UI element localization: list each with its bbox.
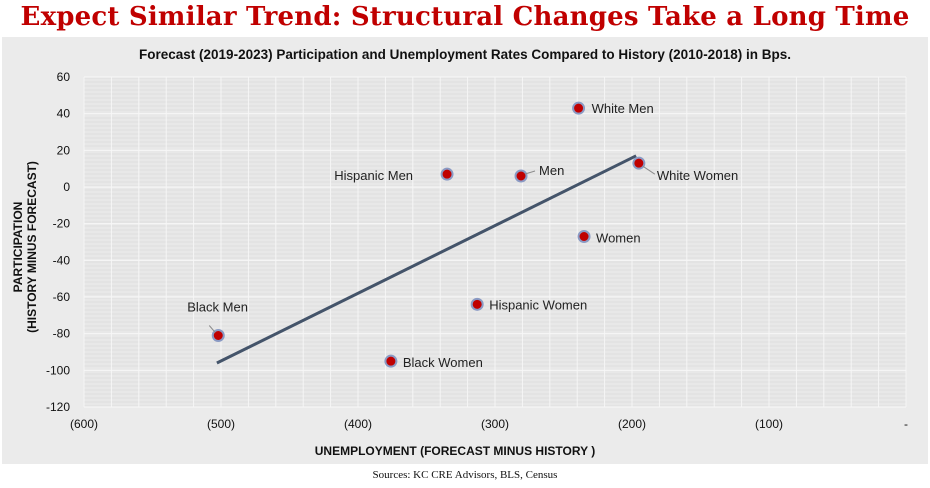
x-tick-label: (400) <box>344 417 372 431</box>
y-axis-label-line1: PARTICIPATION <box>11 202 25 293</box>
point-marker <box>211 329 225 342</box>
y-tick-label: -60 <box>53 290 71 304</box>
trendline <box>216 154 637 365</box>
point-marker <box>514 169 528 183</box>
point-marker <box>440 167 454 181</box>
point-label: White Women <box>657 168 738 183</box>
y-tick-label: -80 <box>53 327 71 341</box>
point-marker <box>470 297 484 311</box>
point-label: Black Women <box>403 355 483 370</box>
y-axis-ticks: -120 -100 -80 -60 -40 -20 0 20 40 60 <box>46 70 70 414</box>
label-leader <box>524 170 536 175</box>
sources-note: Sources: KC CRE Advisors, BLS, Census <box>372 469 558 481</box>
x-tick-label: (500) <box>207 417 235 431</box>
label-leader <box>642 165 656 175</box>
x-axis-label: UNEMPLOYMENT (FORECAST MINUS HISTORY ) <box>315 444 595 458</box>
x-tick-label: (200) <box>618 417 646 431</box>
data-points: White Men Hispanic Men Men White Women Women… <box>187 101 738 370</box>
x-tick-label: - <box>904 417 908 431</box>
y-tick-label: 20 <box>57 143 71 157</box>
x-tick-label: (300) <box>481 417 509 431</box>
y-tick-label: 60 <box>57 70 71 84</box>
point-label: Hispanic Women <box>489 297 587 312</box>
y-tick-label: -20 <box>53 217 71 231</box>
x-axis-ticks: (600) (500) (400) (300) (200) (100) - <box>70 417 908 431</box>
gridlines <box>83 76 907 408</box>
point-label: Women <box>596 231 641 246</box>
point-marker <box>577 230 591 243</box>
point-marker <box>384 354 398 368</box>
y-tick-label: 0 <box>63 180 70 194</box>
point-label: Black Men <box>187 300 248 315</box>
y-tick-label: -100 <box>46 363 70 377</box>
point-marker <box>572 101 586 115</box>
y-tick-label: -40 <box>53 253 71 267</box>
y-tick-label: -120 <box>46 400 70 414</box>
point-label: Men <box>539 163 564 178</box>
y-tick-label: 40 <box>57 107 71 121</box>
y-axis-label-line2: (HISTORY MINUS FORECAST) <box>25 161 39 333</box>
point-label: Hispanic Men <box>334 168 413 183</box>
point-label: White Men <box>592 101 654 116</box>
headline: Expect Similar Trend: Structural Changes… <box>20 2 910 32</box>
chart-title: Forecast (2019-2023) Participation and U… <box>139 47 791 62</box>
label-leader <box>208 325 216 333</box>
x-tick-label: (600) <box>70 417 98 431</box>
x-tick-label: (100) <box>755 417 783 431</box>
point-marker <box>632 156 646 170</box>
